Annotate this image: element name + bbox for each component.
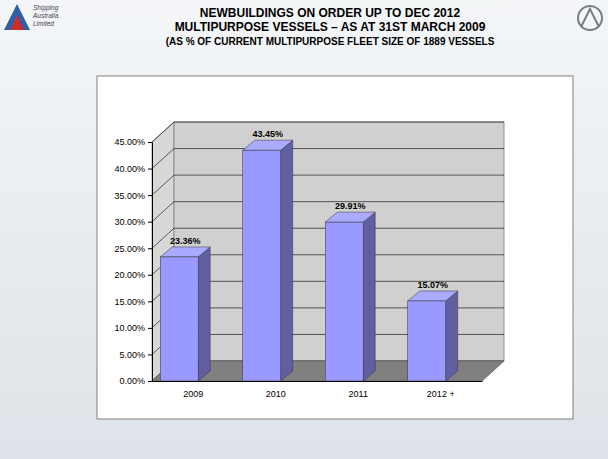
logo-triangle-inner bbox=[10, 15, 24, 30]
data-label: 29.91% bbox=[335, 201, 366, 211]
y-tick-label: 25.00% bbox=[114, 244, 145, 254]
y-tick: 25.00% bbox=[114, 244, 152, 254]
data-labels: 23.36% 43.45% 29.91% 15.07% bbox=[170, 129, 448, 290]
y-tick-mark bbox=[148, 248, 152, 249]
y-tick-label: 10.00% bbox=[114, 323, 145, 333]
x-tick-label: 2011 bbox=[349, 389, 368, 399]
x-tick-label: 2009 bbox=[183, 389, 203, 399]
y-axis-line bbox=[152, 143, 153, 382]
y-tick-label: 20.00% bbox=[114, 270, 145, 280]
y-tick: 20.00% bbox=[114, 270, 152, 280]
logo-text: Limited bbox=[33, 20, 54, 27]
x-axis-line bbox=[153, 381, 483, 382]
y-tick-mark bbox=[148, 195, 152, 196]
x-tick: 2010 bbox=[266, 381, 286, 399]
bar-top bbox=[408, 291, 458, 301]
y-axis: 0.00% 5.00% 10.00% 15.00% 20.00% 25.00% 30.00%… bbox=[114, 137, 152, 386]
y-tick-label: 40.00% bbox=[114, 164, 145, 174]
y-tick-label: 30.00% bbox=[114, 217, 145, 227]
logo-triangle bbox=[4, 4, 30, 30]
bar-side bbox=[198, 247, 210, 381]
subtitle: (AS % OF CURRENT MULTIPURPOSE FLEET SIZE… bbox=[166, 36, 495, 47]
grid bbox=[152, 122, 504, 381]
data-label: 15.07% bbox=[417, 280, 448, 290]
y-tick-mark bbox=[148, 354, 152, 355]
y-tick: 10.00% bbox=[114, 323, 152, 333]
y-tick: 30.00% bbox=[114, 217, 152, 227]
y-tick-mark bbox=[148, 275, 152, 276]
grid-line bbox=[152, 202, 504, 222]
title: NEWBUILDINGS ON ORDER UP TO DEC 2012 bbox=[200, 6, 461, 20]
y-tick: 0.00% bbox=[119, 376, 152, 386]
background bbox=[0, 0, 608, 459]
bar-side bbox=[281, 140, 293, 381]
logo: ShippingAustraliaLimited bbox=[4, 4, 59, 30]
bar bbox=[408, 291, 458, 381]
bar-side bbox=[446, 291, 458, 381]
y-tick: 15.00% bbox=[114, 297, 152, 307]
y-tick-label: 45.00% bbox=[114, 137, 145, 147]
y-tick-mark bbox=[148, 381, 152, 382]
y-tick-label: 15.00% bbox=[114, 297, 145, 307]
y-tick-mark bbox=[148, 328, 152, 329]
y-tick: 35.00% bbox=[114, 190, 152, 200]
bar-top bbox=[325, 212, 375, 222]
y-tick-label: 35.00% bbox=[114, 190, 145, 200]
data-label: 43.45% bbox=[252, 129, 283, 139]
x-tick: 2012 + bbox=[427, 381, 455, 399]
y-tick: 5.00% bbox=[119, 350, 152, 360]
x-tick-label: 2012 + bbox=[427, 389, 455, 399]
bar-front bbox=[160, 257, 198, 381]
x-tick-label: 2010 bbox=[266, 389, 286, 399]
slide: ShippingAustraliaLimited NEWBUILDINGS ON … bbox=[0, 0, 608, 459]
chart-area bbox=[97, 76, 573, 419]
y-tick-label: 0.00% bbox=[119, 376, 145, 386]
bar-top bbox=[160, 247, 210, 257]
y-tick-label: 5.00% bbox=[119, 350, 145, 360]
x-tick: 2009 bbox=[183, 381, 203, 399]
x-axis: 2009 2010 2011 2012 + bbox=[153, 381, 483, 399]
bar-front bbox=[408, 301, 446, 381]
logo-circle bbox=[578, 6, 602, 30]
logo-text: Australia bbox=[32, 12, 59, 19]
logo-mark bbox=[578, 6, 602, 30]
bar-top bbox=[243, 140, 293, 150]
y-tick-mark bbox=[148, 301, 152, 302]
bar-front bbox=[243, 150, 281, 381]
grid-line bbox=[152, 175, 504, 195]
y-tick: 45.00% bbox=[114, 137, 152, 147]
bars bbox=[160, 140, 457, 381]
y-tick-mark bbox=[148, 222, 152, 223]
x-tick: 2011 bbox=[349, 381, 368, 399]
grid-line bbox=[152, 122, 504, 142]
bar bbox=[325, 212, 375, 381]
y-tick-mark bbox=[148, 142, 152, 143]
y-tick: 40.00% bbox=[114, 164, 152, 174]
logo-text: Shipping bbox=[33, 4, 59, 12]
y-tick-mark bbox=[148, 169, 152, 170]
bar bbox=[243, 140, 293, 381]
logo-chevron bbox=[581, 9, 599, 27]
data-label: 23.36% bbox=[170, 236, 201, 246]
bar-side bbox=[363, 212, 375, 381]
subtitle: MULTIPURPOSE VESSELS – AS AT 31ST MARCH … bbox=[175, 20, 486, 34]
bar bbox=[160, 247, 210, 381]
grid-line bbox=[152, 149, 504, 169]
bar-front bbox=[325, 222, 363, 381]
